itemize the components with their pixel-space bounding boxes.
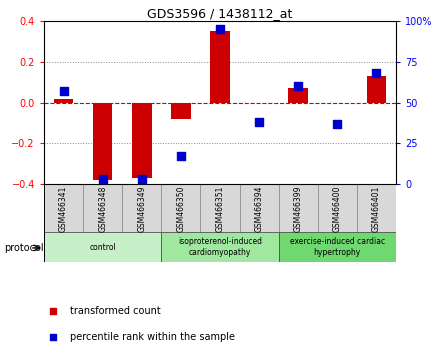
Bar bbox=[357, 184, 396, 232]
Bar bbox=[279, 232, 396, 262]
Text: GSM466394: GSM466394 bbox=[255, 185, 264, 232]
Bar bbox=[122, 184, 161, 232]
Bar bbox=[279, 184, 318, 232]
Bar bbox=[161, 184, 201, 232]
Bar bbox=[83, 184, 122, 232]
Point bbox=[373, 70, 380, 76]
Text: GSM466399: GSM466399 bbox=[294, 185, 303, 232]
Bar bbox=[161, 232, 279, 262]
Bar bbox=[367, 76, 386, 103]
Bar bbox=[318, 184, 357, 232]
Text: GSM466401: GSM466401 bbox=[372, 185, 381, 232]
Text: transformed count: transformed count bbox=[70, 306, 161, 316]
Point bbox=[295, 84, 302, 89]
Text: GSM466349: GSM466349 bbox=[137, 185, 146, 232]
Title: GDS3596 / 1438112_at: GDS3596 / 1438112_at bbox=[147, 7, 293, 20]
Bar bbox=[171, 103, 191, 119]
Text: GSM466350: GSM466350 bbox=[176, 185, 185, 232]
Bar bbox=[44, 184, 83, 232]
Bar bbox=[289, 88, 308, 103]
Point bbox=[138, 176, 145, 182]
Point bbox=[49, 334, 56, 340]
Text: protocol: protocol bbox=[4, 243, 44, 253]
Text: exercise-induced cardiac
hypertrophy: exercise-induced cardiac hypertrophy bbox=[290, 238, 385, 257]
Text: GSM466351: GSM466351 bbox=[216, 185, 224, 232]
Point bbox=[99, 176, 106, 182]
Point bbox=[177, 154, 184, 159]
Text: control: control bbox=[89, 242, 116, 252]
Point bbox=[334, 121, 341, 127]
Text: GSM466348: GSM466348 bbox=[98, 185, 107, 232]
Point bbox=[60, 88, 67, 94]
Text: GSM466400: GSM466400 bbox=[333, 185, 342, 232]
Text: isoproterenol-induced
cardiomyopathy: isoproterenol-induced cardiomyopathy bbox=[178, 238, 262, 257]
Text: GSM466341: GSM466341 bbox=[59, 185, 68, 232]
Point bbox=[216, 27, 224, 32]
Bar bbox=[93, 103, 113, 180]
Text: percentile rank within the sample: percentile rank within the sample bbox=[70, 332, 235, 342]
Bar bbox=[132, 103, 151, 178]
Point bbox=[49, 308, 56, 314]
Bar bbox=[44, 232, 161, 262]
Bar bbox=[210, 32, 230, 103]
Bar bbox=[54, 99, 73, 103]
Bar bbox=[201, 184, 239, 232]
Bar bbox=[239, 184, 279, 232]
Point bbox=[256, 119, 263, 125]
